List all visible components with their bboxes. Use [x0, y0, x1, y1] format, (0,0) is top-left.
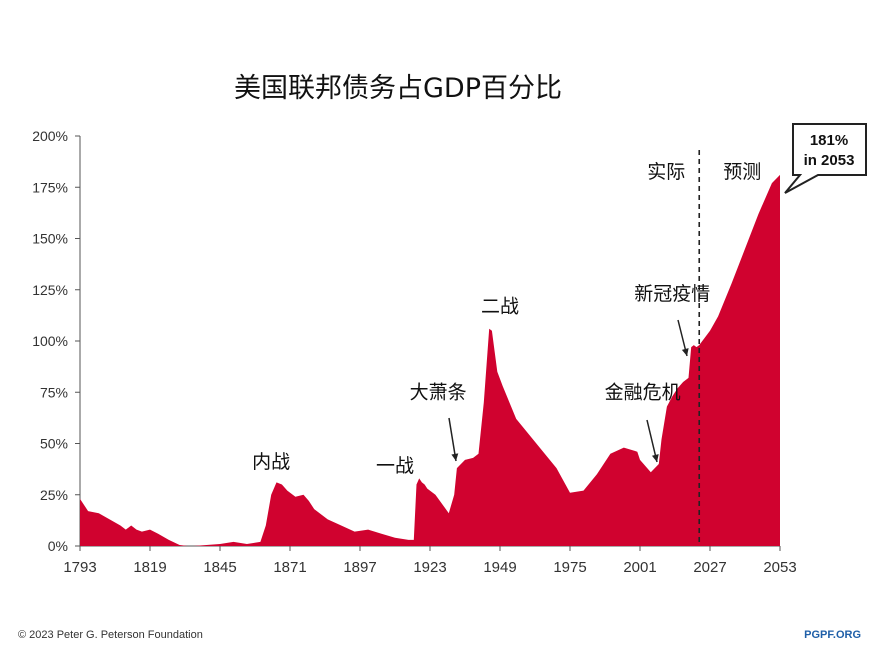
x-tick-label: 1949 — [483, 559, 516, 576]
chart-title: 美国联邦债务占GDP百分比 — [234, 73, 562, 104]
x-tick-label: 1975 — [553, 559, 586, 576]
y-tick-label: 200% — [32, 128, 68, 144]
x-tick-label: 1819 — [133, 559, 166, 576]
annotation-label: 内战 — [252, 451, 290, 473]
x-tick-label: 1793 — [63, 559, 96, 576]
y-tick-label: 175% — [32, 179, 68, 195]
x-tick-label: 1871 — [273, 559, 306, 576]
footer-copyright: © 2023 Peter G. Peterson Foundation — [18, 629, 203, 641]
callout-value: 181% — [810, 132, 848, 149]
y-tick-label: 0% — [48, 538, 68, 554]
y-tick-label: 150% — [32, 231, 68, 247]
annotation-arrowhead — [451, 453, 459, 461]
y-tick-label: 75% — [40, 384, 68, 400]
x-tick-label: 2053 — [763, 559, 796, 576]
annotation-arrow — [448, 417, 457, 462]
axes: 0% 25% 50% 75% 100% 125% 150% 175% 200% 1793 1819 1… — [32, 128, 797, 576]
annotation-label: 新冠疫情 — [634, 283, 710, 305]
divider-label-actual: 实际 — [647, 161, 685, 183]
x-tick-label: 2027 — [693, 559, 726, 576]
callout-box — [784, 123, 867, 194]
annotation-label: 大萧条 — [410, 381, 467, 403]
x-tick-label: 2001 — [623, 559, 656, 576]
footer-site-link[interactable]: PGPF.ORG — [804, 629, 861, 641]
actual-projected-divider: 实际 预测 — [647, 150, 761, 546]
callout-year: in 2053 — [804, 152, 855, 169]
callout-181-2053: 181% in 2053 — [784, 123, 867, 194]
x-tick-label: 1845 — [203, 559, 236, 576]
divider-label-projected: 预测 — [723, 161, 761, 183]
annotation-label: 金融危机 — [605, 381, 681, 403]
annotation-arrowhead — [681, 348, 689, 356]
y-tick-label: 100% — [32, 333, 68, 349]
y-tick-label: 125% — [32, 282, 68, 298]
x-tick-label: 1923 — [413, 559, 446, 576]
annotation-label: 二战 — [481, 295, 519, 317]
x-tick-label: 1897 — [343, 559, 376, 576]
series-area-debt-to-gdp — [80, 174, 780, 546]
y-tick-label: 25% — [40, 487, 68, 503]
annotation-arrowhead — [651, 454, 659, 462]
annotation-label: 一战 — [376, 455, 414, 477]
y-tick-label: 50% — [40, 436, 68, 452]
